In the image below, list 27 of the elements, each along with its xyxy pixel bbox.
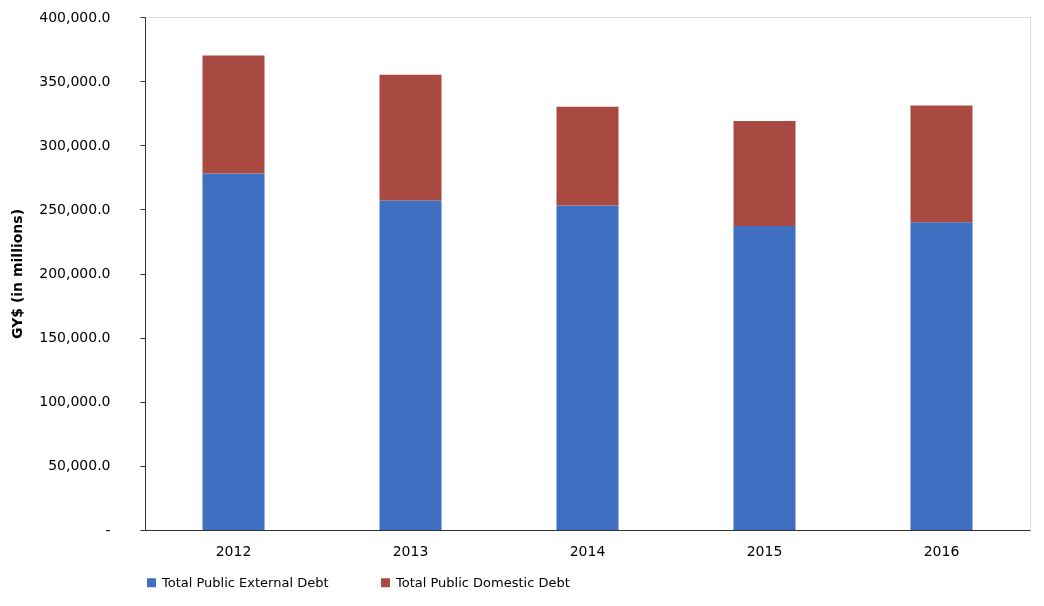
y-tick-label: 100,000.0 bbox=[39, 393, 111, 410]
y-tick-label: 50,000.0 bbox=[48, 457, 111, 474]
y-tick-label: 200,000.0 bbox=[39, 265, 111, 281]
x-tick-label: 2012 bbox=[215, 542, 252, 559]
x-tick-label: 2013 bbox=[392, 542, 429, 559]
bar bbox=[910, 105, 973, 223]
bar bbox=[556, 106, 619, 206]
legend-label: Total Public External Debt bbox=[161, 574, 329, 590]
y-axis-title: GY$ (in millions) bbox=[9, 208, 26, 340]
y-tick-label: 350,000.0 bbox=[39, 72, 111, 89]
bar bbox=[202, 173, 265, 530]
bar bbox=[733, 120, 796, 227]
bar bbox=[910, 222, 973, 530]
legend-label: Total Public Domestic Debt bbox=[395, 574, 570, 590]
bar bbox=[202, 55, 265, 174]
x-tick-label: 2016 bbox=[923, 542, 960, 559]
y-tick-label: - bbox=[105, 521, 111, 538]
x-tick-label: 2015 bbox=[746, 542, 783, 559]
bar bbox=[379, 74, 442, 201]
y-tick-label: 250,000.0 bbox=[39, 200, 111, 217]
bar bbox=[379, 200, 442, 530]
bar bbox=[733, 226, 796, 530]
y-tick-label: 300,000.0 bbox=[39, 136, 111, 153]
y-tick-label: 400,000.0 bbox=[39, 8, 111, 25]
y-tick-label: 150,000.0 bbox=[39, 329, 111, 346]
bar bbox=[556, 205, 619, 530]
x-tick-label: 2014 bbox=[569, 542, 606, 559]
